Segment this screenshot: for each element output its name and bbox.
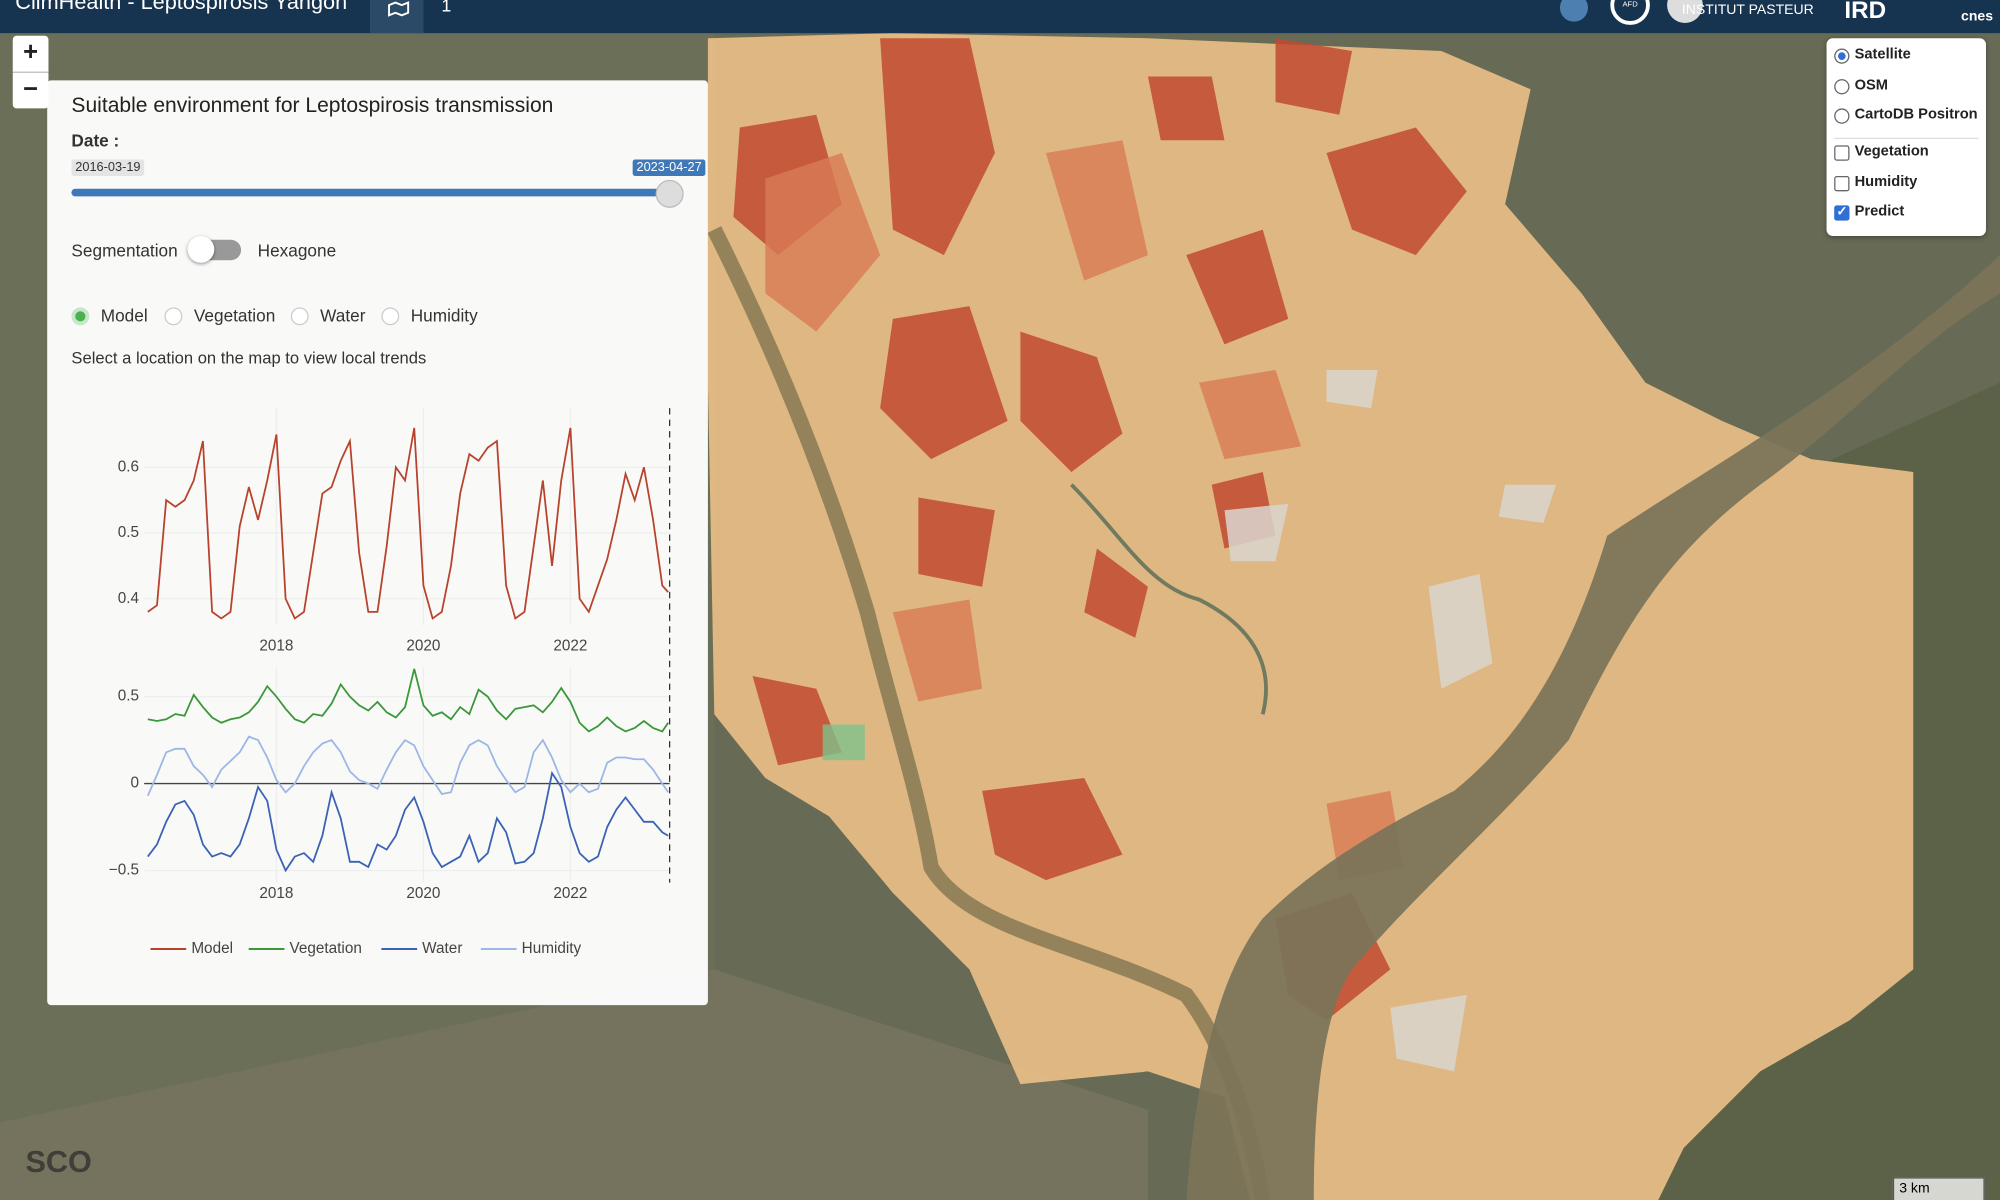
y-tick-label: 0.5 bbox=[118, 524, 139, 541]
trend-charts: 2018 2020 2022 0.4 0.5 0.6 2018 2020 2022 −0.5 0 0.… bbox=[109, 408, 671, 957]
satellite-land bbox=[0, 969, 1148, 1200]
radio[interactable] bbox=[71, 307, 90, 326]
legend-label[interactable]: Vegetation bbox=[290, 940, 362, 957]
series-line bbox=[147, 770, 669, 873]
river-estuary bbox=[1186, 255, 2000, 1200]
medium-risk-zones bbox=[765, 140, 1404, 881]
series-line bbox=[146, 735, 669, 797]
toggle-right-label: Hexagone bbox=[257, 241, 337, 261]
y-tick-label: 0.4 bbox=[118, 590, 140, 607]
zoom-out[interactable]: − bbox=[12, 72, 49, 109]
date-label: Date : bbox=[71, 131, 120, 151]
layer-radio[interactable] bbox=[1834, 108, 1850, 124]
side-panel: Suitable environment for Leptospirosis t… bbox=[47, 80, 708, 1006]
layer-label: Vegetation bbox=[1854, 144, 1929, 160]
app-title: ClimHealth - Leptospirosis Yangon bbox=[15, 0, 348, 15]
radio[interactable] bbox=[381, 307, 400, 326]
legend-label[interactable]: Water bbox=[422, 940, 462, 957]
radio-label: Model bbox=[100, 306, 148, 326]
river bbox=[707, 226, 1271, 1200]
logos: AFD INSTITUT PASTEUR IRD cnes bbox=[1559, 0, 1993, 25]
layer-radio[interactable] bbox=[1834, 48, 1850, 64]
layer-checkbox[interactable] bbox=[1834, 175, 1850, 191]
x-tick-label: 2020 bbox=[406, 638, 440, 655]
layer-label: OSM bbox=[1854, 77, 1889, 93]
legend-label[interactable]: Humidity bbox=[522, 940, 582, 957]
x-tick-label: 2022 bbox=[553, 638, 587, 655]
radio-label: Humidity bbox=[410, 306, 478, 326]
map-icon bbox=[388, 1, 410, 17]
logo-text: cnes bbox=[1961, 7, 1993, 23]
high-risk-zones bbox=[733, 38, 1467, 1021]
layer-checkbox[interactable] bbox=[1834, 145, 1850, 161]
toggle-switch[interactable] bbox=[187, 235, 242, 263]
slider-track[interactable] bbox=[71, 188, 670, 197]
radio-label: Vegetation bbox=[193, 306, 276, 326]
radio-label: Water bbox=[320, 306, 366, 326]
stream bbox=[1070, 483, 1268, 715]
layer-label: Predict bbox=[1854, 204, 1905, 220]
logo-mark: IRD bbox=[1844, 0, 1886, 24]
watermark: SCO bbox=[25, 1145, 92, 1180]
slider-value-label: 2023-04-27 bbox=[632, 159, 706, 177]
x-tick-label: 2018 bbox=[259, 885, 293, 902]
park bbox=[822, 724, 865, 761]
series-line bbox=[147, 427, 669, 620]
x-tick-label: 2018 bbox=[259, 638, 293, 655]
map-tab[interactable] bbox=[369, 0, 424, 34]
y-tick-label: 0.5 bbox=[118, 688, 139, 705]
toggle-knob bbox=[187, 235, 215, 263]
scale-bar: 3 km bbox=[1892, 1177, 1985, 1200]
slider-handle[interactable] bbox=[655, 179, 684, 208]
toggle-left-label: Segmentation bbox=[71, 241, 178, 261]
layer-label: CartoDB Positron bbox=[1854, 107, 1978, 123]
header: ClimHealth - Leptospirosis Yangon 1 AFD … bbox=[0, 0, 2000, 34]
slider-min-label: 2016-03-19 bbox=[71, 159, 145, 177]
layer-label: Humidity bbox=[1854, 174, 1918, 190]
tab-badge[interactable]: 1 bbox=[441, 0, 452, 16]
y-tick-label: −0.5 bbox=[109, 862, 139, 879]
panel-title: Suitable environment for Leptospirosis t… bbox=[71, 94, 554, 118]
legend-label[interactable]: Model bbox=[191, 940, 233, 957]
x-tick-label: 2020 bbox=[406, 885, 440, 902]
logo-text: AFD bbox=[1622, 0, 1638, 8]
layer-radio[interactable] bbox=[1834, 78, 1850, 94]
hint: Select a location on the map to view loc… bbox=[71, 348, 427, 368]
x-tick-label: 2022 bbox=[553, 885, 587, 902]
radio[interactable] bbox=[164, 307, 183, 326]
radio[interactable] bbox=[290, 307, 309, 326]
variable-radios: Model Vegetation Water Humidity bbox=[47, 306, 708, 332]
y-tick-label: 0.6 bbox=[118, 458, 139, 475]
separator bbox=[1834, 137, 1979, 140]
prediction-area bbox=[707, 33, 1914, 1200]
layer-checkbox[interactable]: ✓ bbox=[1834, 205, 1850, 221]
y-tick-label: 0 bbox=[131, 775, 140, 792]
layer-control: Satellite OSM CartoDB Positron Vegetation Hu… bbox=[1826, 38, 1986, 236]
logo-text: INSTITUT PASTEUR bbox=[1682, 1, 1814, 17]
layer-label: Satellite bbox=[1854, 47, 1911, 63]
zoom-in[interactable]: + bbox=[12, 35, 49, 73]
series-line bbox=[147, 668, 669, 733]
